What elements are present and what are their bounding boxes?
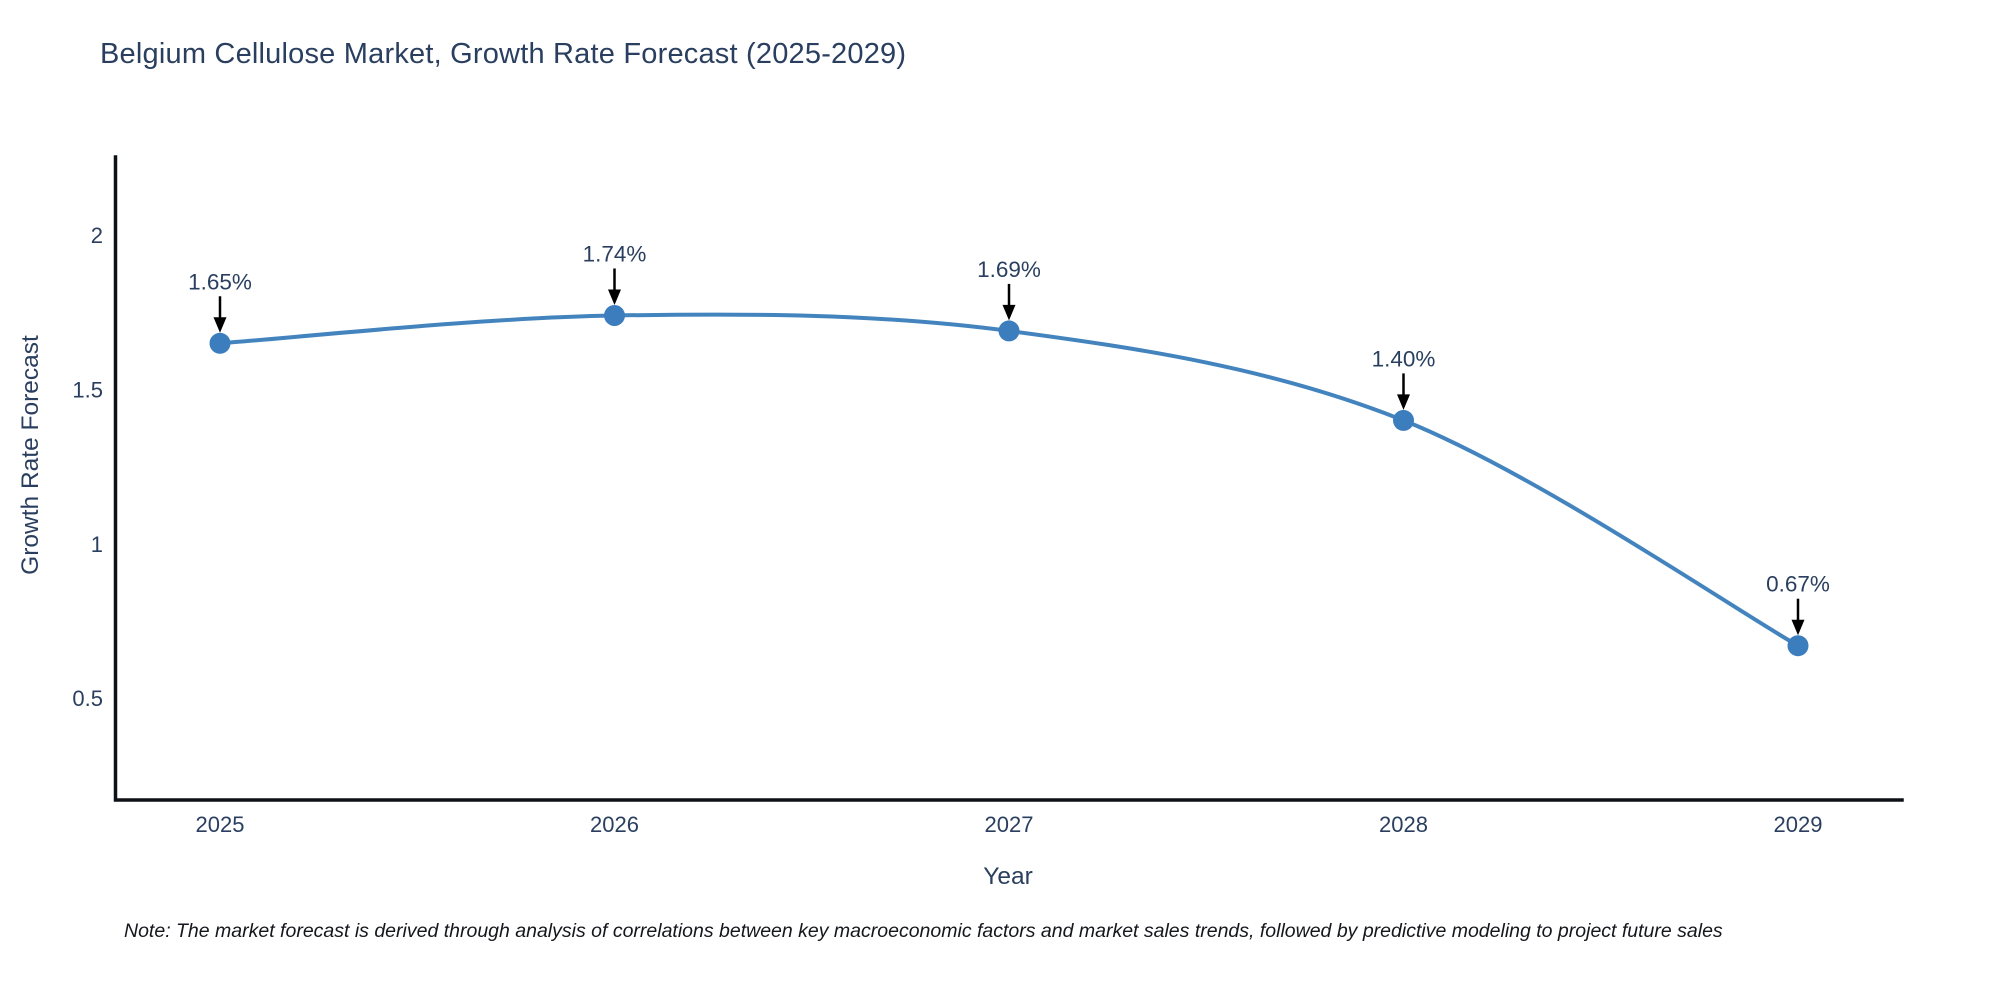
forecast-line-series	[218, 312, 1800, 648]
y-tick-label: 0.5	[72, 686, 103, 711]
y-tick-label: 1	[91, 532, 103, 557]
y-axis-tick-labels: 0.5 1 1.5 2	[72, 223, 103, 711]
point-annotation: 1.40%	[1372, 346, 1436, 410]
y-tick-label: 2	[91, 223, 103, 248]
data-point-marker	[1787, 635, 1809, 657]
footnote: Note: The market forecast is derived thr…	[124, 920, 1723, 942]
annotation-arrowhead	[1002, 304, 1016, 321]
data-point-marker	[998, 320, 1020, 342]
point-annotation: 1.65%	[188, 269, 252, 333]
annotation-arrowhead	[213, 317, 227, 333]
point-value-label: 1.65%	[188, 269, 252, 294]
x-tick-label: 2028	[1379, 812, 1428, 837]
y-axis-title: Growth Rate Forecast	[17, 335, 44, 575]
data-point-markers	[209, 305, 1809, 657]
y-tick-label: 1.5	[72, 378, 103, 403]
data-point-marker	[1393, 409, 1414, 431]
x-axis-title: Year	[983, 863, 1033, 890]
data-point-annotations: 1.65% 1.74% 1.69% 1.40% 0.67%	[188, 241, 1830, 636]
x-tick-label: 2026	[590, 812, 639, 837]
annotation-arrowhead	[608, 289, 621, 305]
annotation-arrowhead	[1791, 619, 1805, 636]
forecast-spline	[218, 312, 1800, 648]
annotation-arrowhead	[1397, 394, 1410, 410]
point-value-label: 1.69%	[977, 257, 1041, 282]
point-value-label: 1.74%	[583, 241, 647, 266]
data-point-marker	[209, 332, 231, 354]
data-point-marker	[604, 305, 625, 326]
point-annotation: 0.67%	[1766, 572, 1830, 636]
point-value-label: 0.67%	[1766, 572, 1830, 597]
x-tick-label: 2029	[1774, 812, 1823, 837]
x-tick-label: 2027	[985, 812, 1034, 837]
point-value-label: 1.40%	[1372, 346, 1436, 371]
x-tick-label: 2025	[196, 812, 245, 837]
chart-title: Belgium Cellulose Market, Growth Rate Fo…	[100, 38, 907, 70]
x-axis-tick-labels: 2025 2026 2027 2028 2029	[196, 812, 1823, 837]
axis-lines	[113, 155, 1904, 802]
point-annotation: 1.69%	[977, 257, 1041, 321]
point-annotation: 1.74%	[583, 241, 647, 305]
